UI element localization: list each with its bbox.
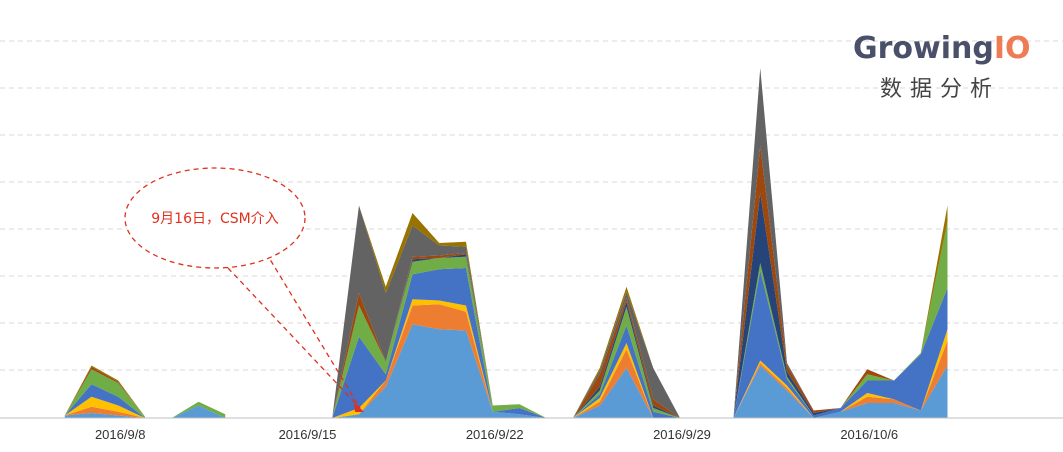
area-segment-3-series-5 xyxy=(573,301,680,418)
area-segment-0-series-8 xyxy=(64,365,145,417)
x-tick-label: 2016/9/22 xyxy=(466,427,524,442)
area-segment-3-series-1 xyxy=(573,349,680,418)
x-tick-label: 2016/9/29 xyxy=(653,427,711,442)
callout-text: 9月16日，CSM介入 xyxy=(151,211,278,227)
x-tick-label: 2016/9/15 xyxy=(279,427,337,442)
area-segment-4-series-3 xyxy=(733,270,948,418)
brand-name-main: Growing xyxy=(853,31,994,66)
callout-bubble: 9月16日，CSM介入 xyxy=(124,167,364,412)
area-segment-4-series-1 xyxy=(733,340,948,418)
area-segment-2-series-7 xyxy=(332,205,547,418)
area-segment-3-series-2 xyxy=(573,343,680,418)
area-series-group xyxy=(64,68,948,418)
area-segment-1-series-0 xyxy=(171,405,226,418)
brand-name: GrowingIO xyxy=(853,31,1031,66)
area-segment-2-series-1 xyxy=(332,304,547,418)
x-tick-label: 2016/9/8 xyxy=(95,427,146,442)
area-segment-2-series-3 xyxy=(332,268,547,418)
callout-ellipse xyxy=(124,167,306,269)
area-segment-0-series-1 xyxy=(64,406,145,418)
area-segment-3-series-3 xyxy=(573,325,680,418)
brand-subtitle: 数据分析 xyxy=(880,77,1000,102)
area-segment-2-series-6 xyxy=(332,253,547,418)
area-segment-4-series-5 xyxy=(733,193,948,418)
area-segment-0-series-6 xyxy=(64,366,145,417)
area-segment-1-series-4 xyxy=(171,401,226,418)
callout-arrowhead xyxy=(354,402,364,412)
area-segment-4-series-0 xyxy=(733,365,948,418)
brand-name-accent: IO xyxy=(994,31,1031,66)
x-tick-label: 2016/10/6 xyxy=(840,427,898,442)
brand-logo: GrowingIO 数据分析 xyxy=(853,31,1031,102)
x-axis-ticks: 2016/9/8 2016/9/15 2016/9/22 2016/9/29 2016/… xyxy=(95,427,898,442)
area-segment-3-series-7 xyxy=(573,291,680,418)
area-segment-0-series-4 xyxy=(64,369,145,418)
area-segment-2-series-0 xyxy=(332,324,547,418)
area-segment-4-series-6 xyxy=(733,145,948,418)
gridlines xyxy=(0,40,1063,371)
area-segment-0-series-2 xyxy=(64,396,145,418)
area-segment-0-series-3 xyxy=(64,384,145,418)
area-segment-0-series-0 xyxy=(64,413,145,418)
